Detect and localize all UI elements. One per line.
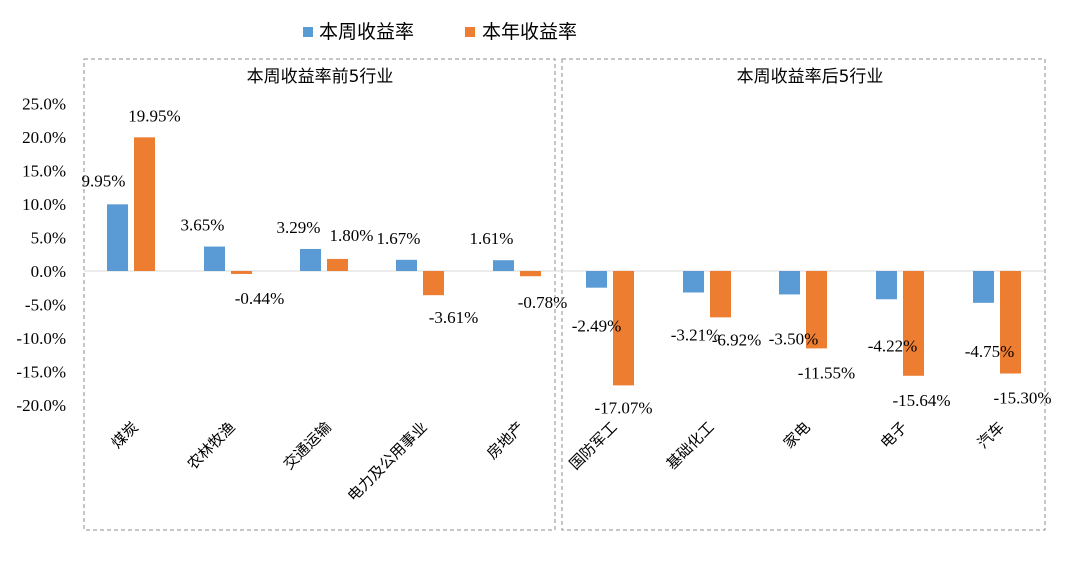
category-label: 房地产 bbox=[483, 418, 528, 463]
bar-weekly bbox=[300, 248, 321, 271]
bar-ytd bbox=[1000, 271, 1021, 374]
bar-weekly bbox=[107, 204, 128, 271]
y-tick-label: 5.0% bbox=[31, 229, 66, 248]
bar-ytd bbox=[806, 271, 827, 349]
bar-weekly bbox=[586, 271, 607, 288]
bar-ytd bbox=[231, 271, 252, 274]
y-tick-label: -5.0% bbox=[25, 296, 66, 315]
panel-title-bottom5: 本周收益率后5行业 bbox=[737, 67, 884, 87]
legend-label-ytd: 本年收益率 bbox=[482, 21, 577, 43]
y-tick-label: 20.0% bbox=[22, 128, 66, 147]
bar-weekly bbox=[493, 260, 514, 271]
value-label-ytd: 19.95% bbox=[128, 106, 180, 125]
bar-weekly bbox=[204, 246, 225, 271]
value-label-ytd: -15.30% bbox=[993, 389, 1051, 408]
bar-weekly bbox=[683, 271, 704, 293]
y-tick-label: -20.0% bbox=[16, 396, 66, 415]
value-label-weekly: 1.61% bbox=[470, 229, 514, 248]
bar-weekly bbox=[876, 271, 897, 300]
value-label-ytd: -15.64% bbox=[892, 391, 950, 410]
bar-weekly bbox=[973, 271, 994, 303]
value-label-ytd: -0.78% bbox=[518, 293, 568, 312]
category-label: 农林牧渔 bbox=[184, 418, 239, 473]
value-label-weekly: -4.75% bbox=[965, 342, 1015, 361]
y-tick-label: -15.0% bbox=[16, 363, 66, 382]
legend-swatch-ytd bbox=[465, 27, 475, 37]
bar-ytd bbox=[903, 271, 924, 376]
value-label-weekly: -3.50% bbox=[769, 329, 819, 348]
value-label-ytd: -17.07% bbox=[594, 398, 652, 417]
bar-weekly bbox=[779, 271, 800, 295]
legend-swatch-weekly bbox=[303, 27, 313, 37]
panel-title-top5: 本周收益率前5行业 bbox=[247, 67, 394, 87]
y-axis-tick-labels: 25.0% 20.0% 15.0% 10.0% 5.0% 0.0% -5.0% -10.0% -… bbox=[16, 95, 66, 416]
value-label-weekly: 3.29% bbox=[277, 218, 321, 237]
category-label: 电力及公用事业 bbox=[344, 418, 431, 505]
y-tick-label: 25.0% bbox=[22, 95, 66, 114]
value-label-weekly: -2.49% bbox=[572, 317, 622, 336]
bar-ytd bbox=[327, 258, 348, 271]
value-label-weekly: 9.95% bbox=[82, 171, 126, 190]
bar-weekly bbox=[396, 259, 417, 271]
panel-frame-top5 bbox=[83, 58, 556, 531]
y-tick-label: 0.0% bbox=[31, 262, 66, 281]
value-label-ytd: -6.92% bbox=[712, 330, 762, 349]
legend: 本周收益率 本年收益率 bbox=[303, 21, 577, 43]
bar-ytd bbox=[423, 271, 444, 296]
panel-frame-bottom5 bbox=[561, 58, 1046, 531]
value-label-ytd: -0.44% bbox=[235, 289, 285, 308]
value-labels: 9.95% 19.95% 3.65% -0.44% 3.29% 1.80% 1.67% -3.… bbox=[82, 106, 1052, 417]
value-label-weekly: -3.21% bbox=[671, 326, 721, 345]
bars bbox=[107, 137, 1021, 386]
category-label: 国防军工 bbox=[566, 418, 621, 473]
y-tick-label: -10.0% bbox=[16, 329, 66, 348]
value-label-weekly: 1.67% bbox=[377, 229, 421, 248]
category-label: 电子 bbox=[877, 418, 911, 452]
bar-ytd bbox=[710, 271, 731, 318]
category-label: 基础化工 bbox=[663, 418, 718, 473]
value-label-ytd: -3.61% bbox=[429, 308, 479, 327]
category-labels: 煤炭 农林牧渔 交通运输 电力及公用事业 房地产 国防军工 基础化工 家电 电子 汽车 bbox=[108, 418, 1008, 505]
category-label: 交通运输 bbox=[280, 418, 335, 473]
value-label-weekly: 3.65% bbox=[181, 216, 225, 235]
category-label: 家电 bbox=[780, 418, 814, 452]
y-tick-label: 15.0% bbox=[22, 162, 66, 181]
category-label: 煤炭 bbox=[108, 418, 142, 452]
value-label-ytd: -11.55% bbox=[798, 363, 855, 382]
category-label: 汽车 bbox=[974, 418, 1008, 452]
bar-ytd bbox=[134, 137, 155, 271]
bar-ytd bbox=[520, 271, 541, 277]
legend-label-weekly: 本周收益率 bbox=[319, 21, 414, 43]
y-tick-label: 10.0% bbox=[22, 195, 66, 214]
bar-ytd bbox=[613, 271, 634, 386]
value-label-weekly: -4.22% bbox=[868, 336, 918, 355]
value-label-ytd: 1.80% bbox=[330, 226, 374, 245]
